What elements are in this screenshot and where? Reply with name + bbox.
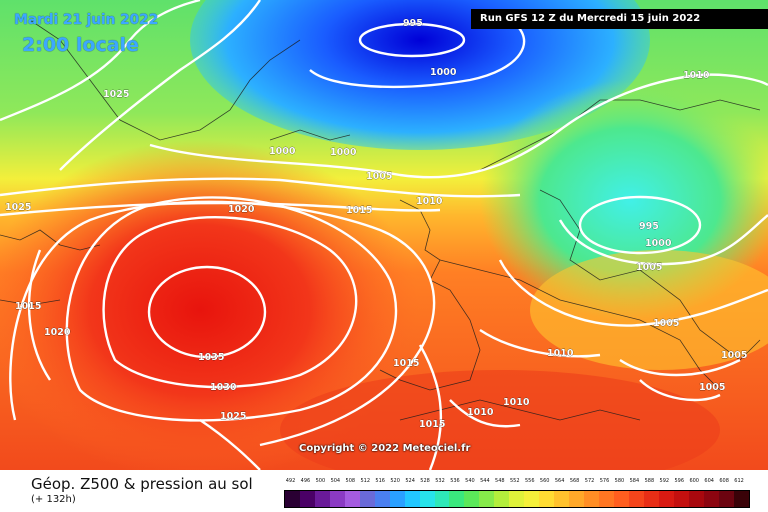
run-info: Run GFS 12 Z du Mercredi 15 juin 2022 — [471, 9, 768, 29]
isobar-label: 1015 — [419, 419, 445, 430]
color-scale-label: 580 — [614, 478, 625, 484]
color-scale-swatch — [703, 491, 719, 507]
color-scale-label: 584 — [629, 478, 640, 484]
color-scale-swatch — [404, 491, 420, 507]
color-scale-swatch — [643, 491, 659, 507]
color-scale-swatch — [673, 491, 689, 507]
copyright: Copyright © 2022 Meteociel.fr — [299, 443, 471, 454]
color-scale-swatch — [733, 491, 749, 507]
color-scale-label: 592 — [659, 478, 670, 484]
color-scale-swatch — [628, 491, 644, 507]
color-scale-label: 564 — [554, 478, 565, 484]
color-scale-swatch — [688, 491, 704, 507]
forecast-time: 2:00 locale — [22, 34, 139, 56]
color-scale-swatch — [569, 491, 585, 507]
isobar-label: 1015 — [393, 358, 419, 369]
color-scale-label: 568 — [569, 478, 580, 484]
isobar-label: 1020 — [44, 327, 71, 338]
color-scale-swatch — [434, 491, 450, 507]
color-scale-swatch — [539, 491, 555, 507]
isobar-label: 1025 — [220, 411, 246, 422]
color-scale-swatch — [299, 491, 315, 507]
color-scale-swatch — [584, 491, 600, 507]
isobar-label: 1020 — [228, 204, 255, 215]
color-scale-label: 532 — [435, 478, 445, 484]
color-scale-swatch — [599, 491, 614, 507]
color-scale-swatch — [494, 491, 510, 507]
color-scale-label: 504 — [330, 478, 341, 484]
color-scale-swatch — [419, 491, 435, 507]
color-scale-labels: 492 496 500 504 508 512 516 520 524 528 532 536 540 5… — [283, 478, 747, 488]
color-scale-label: 508 — [345, 478, 356, 484]
color-scale-swatch — [285, 491, 300, 507]
isobar-label: 995 — [639, 221, 659, 232]
isobar-label: 1000 — [645, 238, 672, 249]
color-scale — [284, 490, 750, 508]
isobar-label: 1005 — [699, 382, 725, 393]
isobar-label: 1000 — [269, 146, 296, 157]
forecast-date: Mardi 21 juin 2022 — [14, 12, 159, 28]
color-scale-label: 512 — [360, 478, 371, 484]
isobar-label: 1035 — [198, 352, 224, 363]
isobar-label: 1005 — [721, 350, 747, 361]
color-scale-label: 548 — [495, 478, 505, 484]
color-scale-swatch — [329, 491, 345, 507]
color-scale-label: 524 — [405, 478, 415, 484]
legend-lead-time: (+ 132h) — [31, 494, 76, 505]
isobar-label: 1005 — [366, 171, 392, 182]
color-scale-label: 536 — [450, 478, 460, 484]
color-scale-label: 496 — [300, 478, 311, 484]
color-scale-swatch — [359, 491, 375, 507]
isobar-label: 1000 — [430, 67, 457, 78]
color-scale-swatch — [479, 491, 495, 507]
isobar-label: 1010 — [416, 196, 443, 207]
color-scale-swatch — [554, 491, 570, 507]
isobar-label: 1010 — [547, 348, 574, 359]
color-scale-label: 492 — [285, 478, 296, 484]
color-scale-swatch — [314, 491, 330, 507]
color-scale-swatch — [344, 491, 360, 507]
isobar-label: 1005 — [653, 318, 679, 329]
isobar-label: 1015 — [15, 301, 41, 312]
color-scale-label: 540 — [465, 478, 475, 484]
isobar-label: 1010 — [467, 407, 494, 418]
forecast-map: 995 1000 1010 1025 1000 1000 1005 1025 1… — [0, 0, 768, 470]
color-scale-label: 588 — [644, 478, 655, 484]
isobar-label: 1025 — [5, 202, 31, 213]
color-scale-swatch — [658, 491, 674, 507]
color-scale-label: 552 — [510, 478, 520, 484]
color-scale-label: 572 — [584, 478, 595, 484]
color-scale-label: 604 — [704, 478, 714, 484]
color-scale-label: 556 — [524, 478, 535, 484]
color-scale-label: 544 — [480, 478, 490, 484]
color-scale-label: 576 — [599, 478, 610, 484]
isobar-label: 1000 — [330, 147, 357, 158]
color-scale-swatch — [374, 491, 390, 507]
color-scale-label: 500 — [315, 478, 326, 484]
isobar-label: 995 — [403, 18, 423, 29]
color-scale-swatch — [464, 491, 480, 507]
isobar-label: 1015 — [346, 205, 372, 216]
isobar-label: 1030 — [210, 382, 237, 393]
color-scale-swatch — [449, 491, 465, 507]
color-scale-label: 596 — [674, 478, 685, 484]
color-scale-swatch — [524, 491, 540, 507]
color-scale-swatch — [389, 491, 405, 507]
color-scale-label: 520 — [390, 478, 400, 484]
color-scale-swatch — [509, 491, 525, 507]
color-scale-label: 608 — [719, 478, 729, 484]
isobar-label: 1005 — [636, 262, 662, 273]
color-scale-swatch — [613, 491, 629, 507]
isobar-label: 1010 — [503, 397, 530, 408]
isobar-label: 1010 — [683, 70, 710, 81]
isobar-label: 1025 — [103, 89, 129, 100]
color-scale-label: 560 — [539, 478, 550, 484]
color-scale-swatch — [718, 491, 734, 507]
legend-title: Géop. Z500 & pression au sol — [31, 475, 253, 493]
color-scale-label: 516 — [375, 478, 385, 484]
color-scale-label: 600 — [689, 478, 699, 484]
color-scale-label: 528 — [420, 478, 430, 484]
color-scale-label: 612 — [734, 478, 744, 484]
